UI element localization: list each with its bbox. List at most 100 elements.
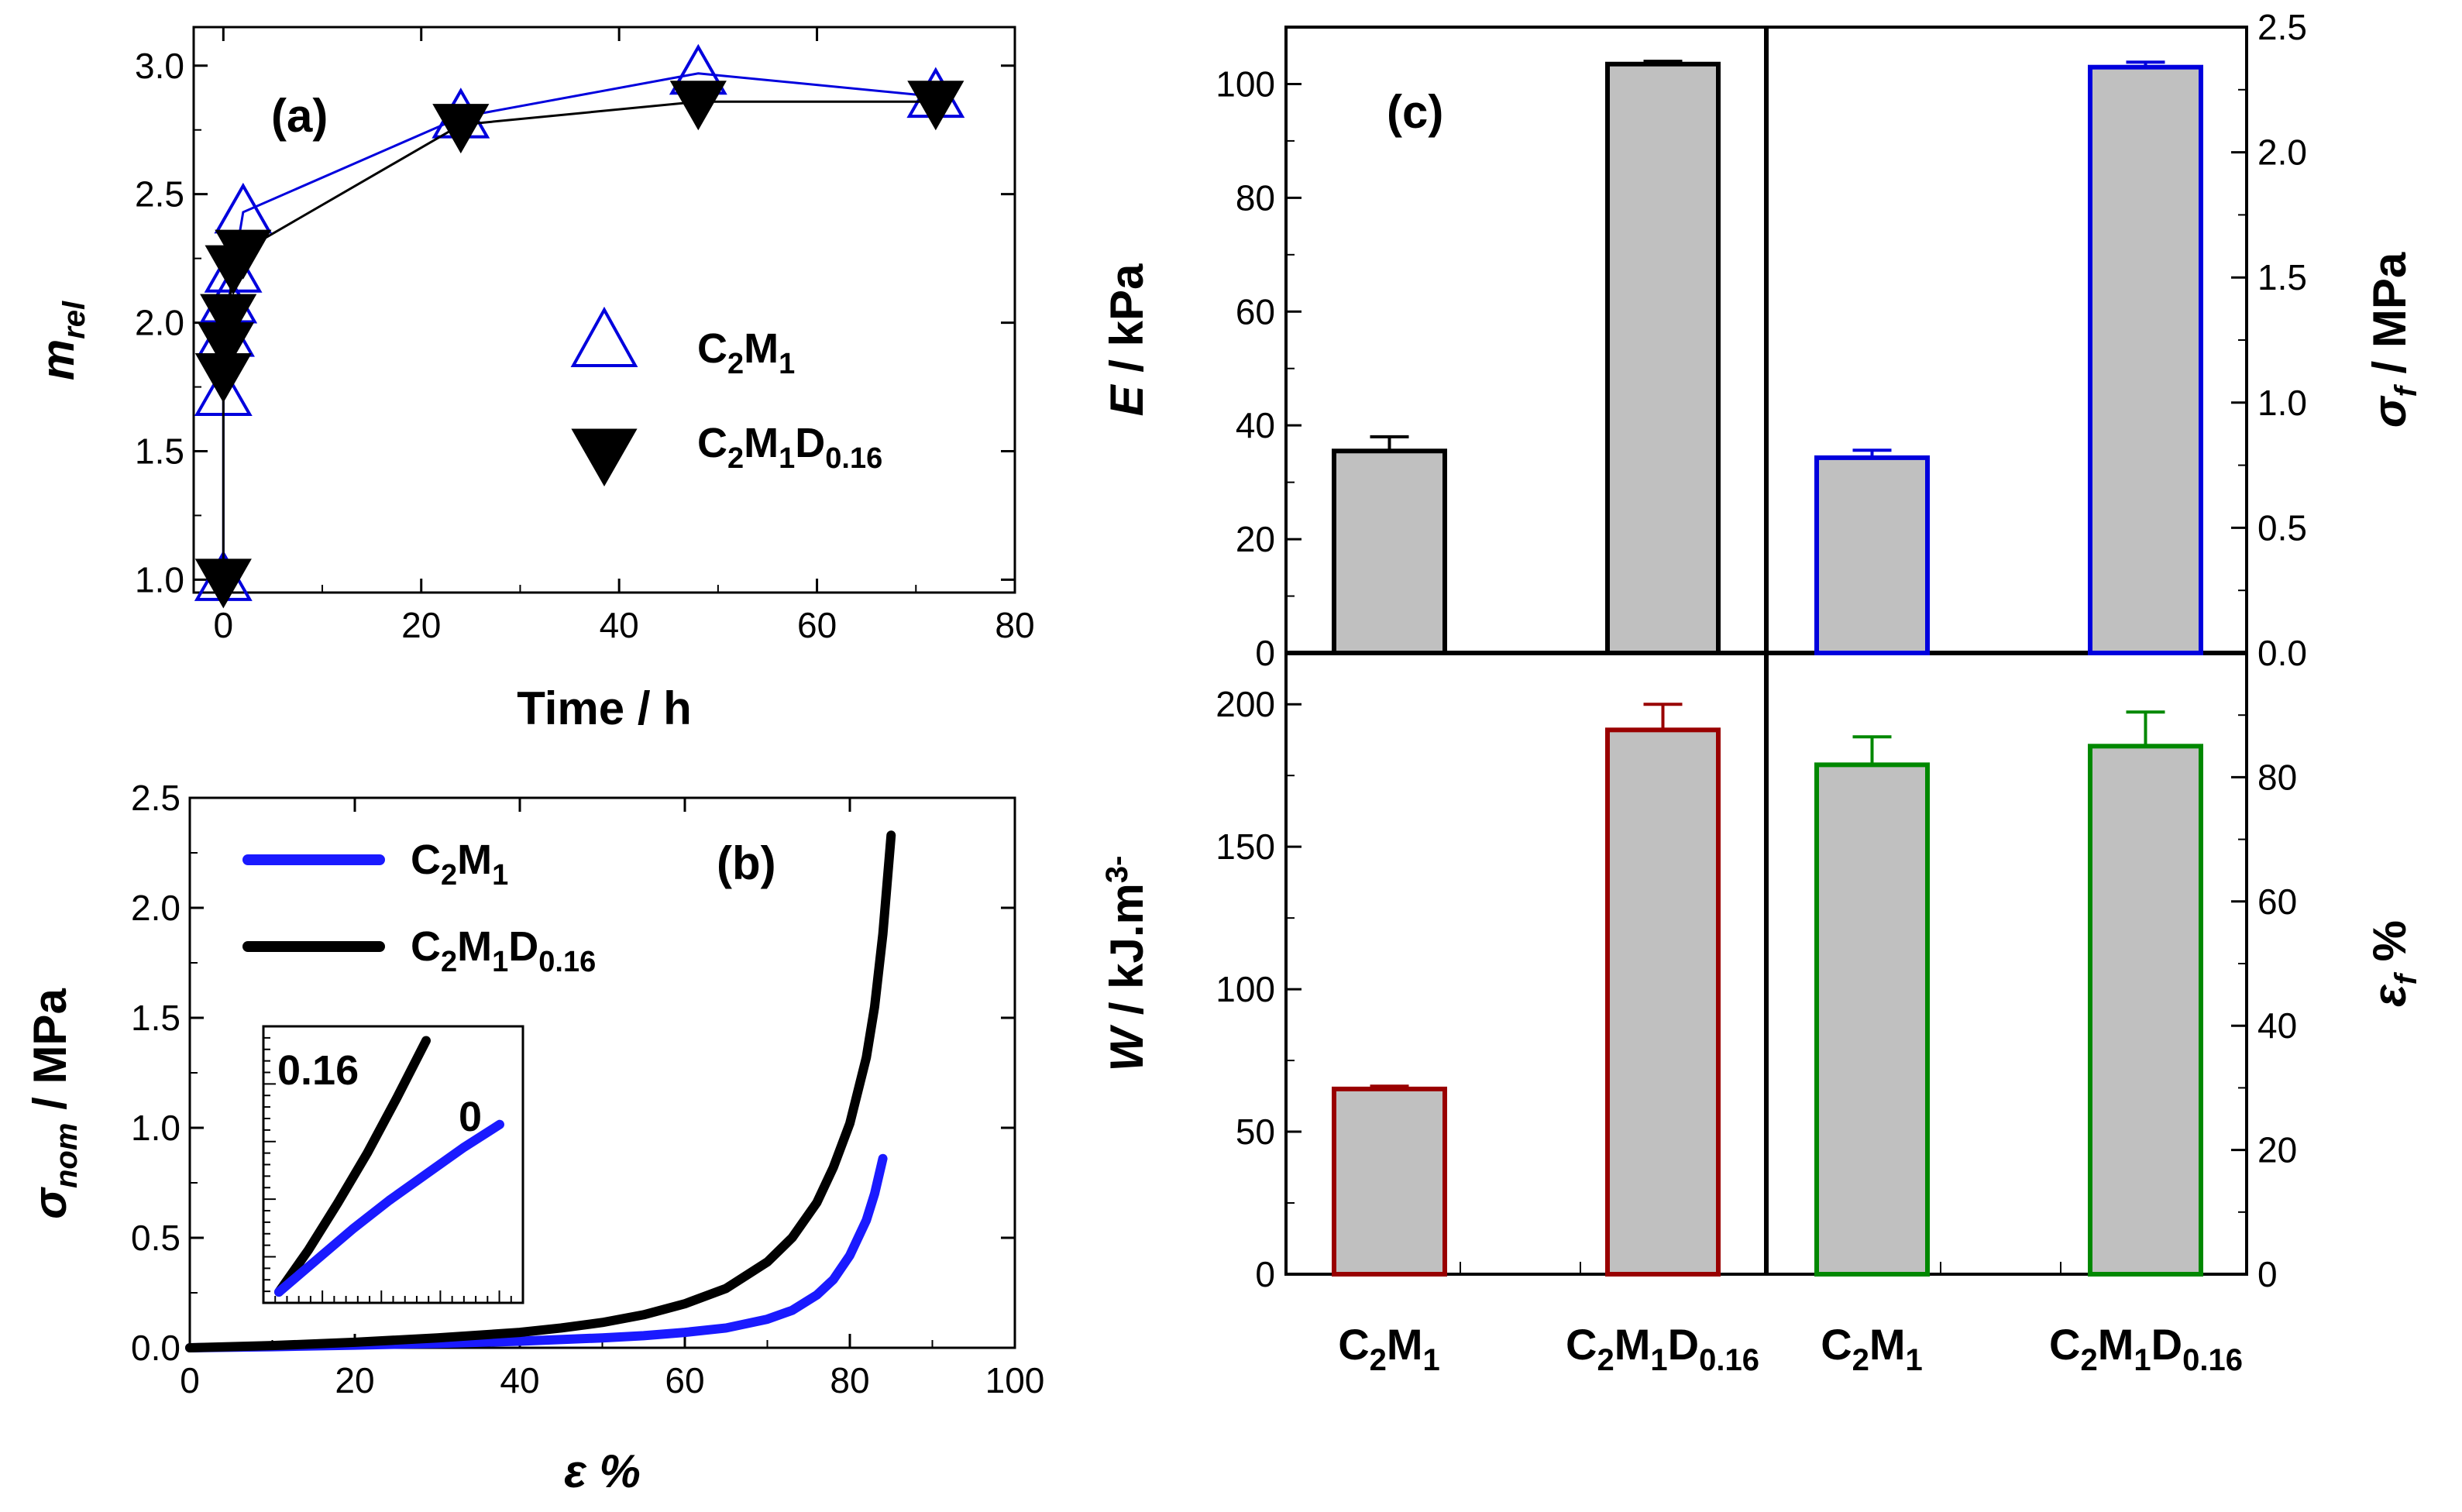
x-axis-label: Time / h: [517, 682, 692, 734]
label-subscript: 0.16: [1699, 1343, 1759, 1377]
x-tick-label: 60: [797, 605, 837, 645]
y-tick-label: 1.5: [135, 431, 184, 472]
inset-label-016: 0.16: [277, 1047, 359, 1094]
label-subscript: 1: [492, 946, 508, 978]
y-axis-label-tail: / kPa: [1101, 263, 1153, 385]
label-subscript: 1: [492, 859, 508, 892]
marker-c2m1d: [907, 81, 965, 131]
label-letter: C: [1566, 1320, 1597, 1369]
y-tick-label: 0: [2257, 1254, 2278, 1294]
category-label-3: C2M1D0.16: [2049, 1320, 2243, 1377]
label-subscript: 2: [441, 946, 457, 978]
bar-epsilon_f-1: [2088, 744, 2203, 1277]
label-letter: D: [795, 420, 825, 466]
y-tick-label: 0.5: [2257, 507, 2307, 548]
bar-W-0: [1332, 1086, 1447, 1277]
label-letter: M: [1614, 1320, 1651, 1369]
y-tick-label: 1.0: [135, 559, 184, 600]
y-axis-label: mrel: [32, 301, 91, 380]
y-tick-label: 2.5: [131, 778, 181, 818]
y-tick-label: 100: [1216, 64, 1275, 104]
y-tick-label: 2.0: [135, 303, 184, 343]
label-subscript: 2: [727, 348, 744, 380]
marker-c2m1d: [194, 558, 252, 609]
legend-marker-c2m1: [570, 306, 638, 367]
y-tick-label: 1.5: [131, 998, 181, 1038]
y-axis-label-main: σ: [2364, 395, 2416, 428]
y-tick-label: 0.5: [131, 1218, 181, 1258]
label-subscript: 1: [1906, 1343, 1923, 1377]
label-letter: M: [457, 923, 492, 970]
x-tick-label: 80: [995, 605, 1034, 645]
series-line-0: [222, 72, 936, 580]
inset-curve-1: [274, 1119, 504, 1297]
label-letter: M: [744, 420, 779, 466]
y-tick-label: 50: [1236, 1112, 1275, 1152]
bar-sigma_f-0: [1814, 455, 1930, 655]
y-axis-label-tail: / MPa: [2364, 252, 2416, 387]
y-tick-label: 0: [1255, 633, 1275, 673]
label-subscript: 2: [1852, 1343, 1869, 1377]
marker-c2m1d: [669, 81, 727, 131]
label-letter: C: [697, 325, 727, 372]
label-subscript: 1: [779, 442, 795, 475]
label-subscript: 1: [2134, 1343, 2151, 1377]
x-tick-label: 100: [985, 1360, 1045, 1400]
panel-a: 0 20 40 60 80 1.0 1.5 2.0 2.5 3.0 Time / h mrel (a) C…: [32, 26, 1035, 734]
marker-c2m1: [214, 182, 273, 234]
x-tick-label: 0: [180, 1360, 200, 1400]
y-tick-label: 60: [2257, 881, 2297, 922]
label-letter: M: [1869, 1320, 1906, 1369]
legend-label-c2m1: C2M1: [697, 325, 795, 380]
y-tick-label: 1.0: [131, 1108, 181, 1148]
label-letter: M: [744, 325, 779, 372]
bar-epsilon_f-0: [1814, 762, 1930, 1277]
label-letter: D: [1668, 1320, 1699, 1369]
marker-c2m1d: [215, 229, 272, 280]
bar-W-1: [1605, 727, 1721, 1277]
y-axis-label-main: m: [32, 339, 84, 380]
label-letter: C: [697, 420, 727, 466]
y-tick-label: 0.0: [131, 1328, 181, 1368]
label-letter: D: [508, 923, 538, 970]
y-tick-label: 2.5: [2257, 7, 2307, 47]
legend-label-c2m1: C2M1: [411, 837, 508, 892]
label-subscript: 2: [1370, 1343, 1387, 1377]
y-tick-label: 0.0: [2257, 633, 2307, 673]
y-axis-label-sigma_f: σf / MPa: [2364, 252, 2423, 428]
category-label-0: C2M1: [1338, 1320, 1440, 1377]
label-letter: D: [2151, 1320, 2182, 1369]
inset-curve-0: [274, 1036, 431, 1297]
label-subscript: 1: [779, 348, 795, 380]
y-axis-label-main: W: [1101, 1025, 1153, 1072]
legend-label-c2m1d: C2M1D0.16: [411, 923, 596, 978]
y-axis-label-sub: f: [2389, 383, 2423, 397]
legend-marker-c2m1d: [571, 428, 638, 487]
y-tick-label: 2.0: [2257, 132, 2307, 173]
bar-E-0: [1332, 448, 1447, 656]
y-axis-label-main: E: [1101, 383, 1153, 416]
y-tick-label: 1.5: [2257, 257, 2307, 297]
y-axis-label-sub: f: [2389, 971, 2423, 985]
y-tick-label: 40: [1236, 405, 1275, 445]
y-tick-label: 20: [1236, 519, 1275, 559]
y-axis-label-sup: 3-: [1100, 856, 1134, 884]
y-tick-label: 20: [2257, 1130, 2297, 1170]
label-letter: C: [411, 923, 441, 970]
panel-label: (c): [1387, 86, 1443, 138]
y-tick-label: 0: [1255, 1254, 1275, 1294]
y-axis-label-E: E / kPa: [1101, 263, 1153, 416]
bar-sigma_f-1: [2088, 64, 2203, 656]
x-tick-label: 0: [214, 605, 234, 645]
label-letter: C: [2049, 1320, 2080, 1369]
y-tick-label: 100: [1216, 969, 1275, 1009]
label-letter: C: [1338, 1320, 1369, 1369]
label-subscript: 0.16: [2182, 1343, 2243, 1377]
label-subscript: 2: [441, 859, 457, 892]
y-axis-label-main: σ: [24, 1187, 76, 1219]
marker-c2m1d: [432, 104, 490, 154]
label-subscript: 1: [1650, 1343, 1667, 1377]
label-letter: M: [457, 837, 492, 883]
